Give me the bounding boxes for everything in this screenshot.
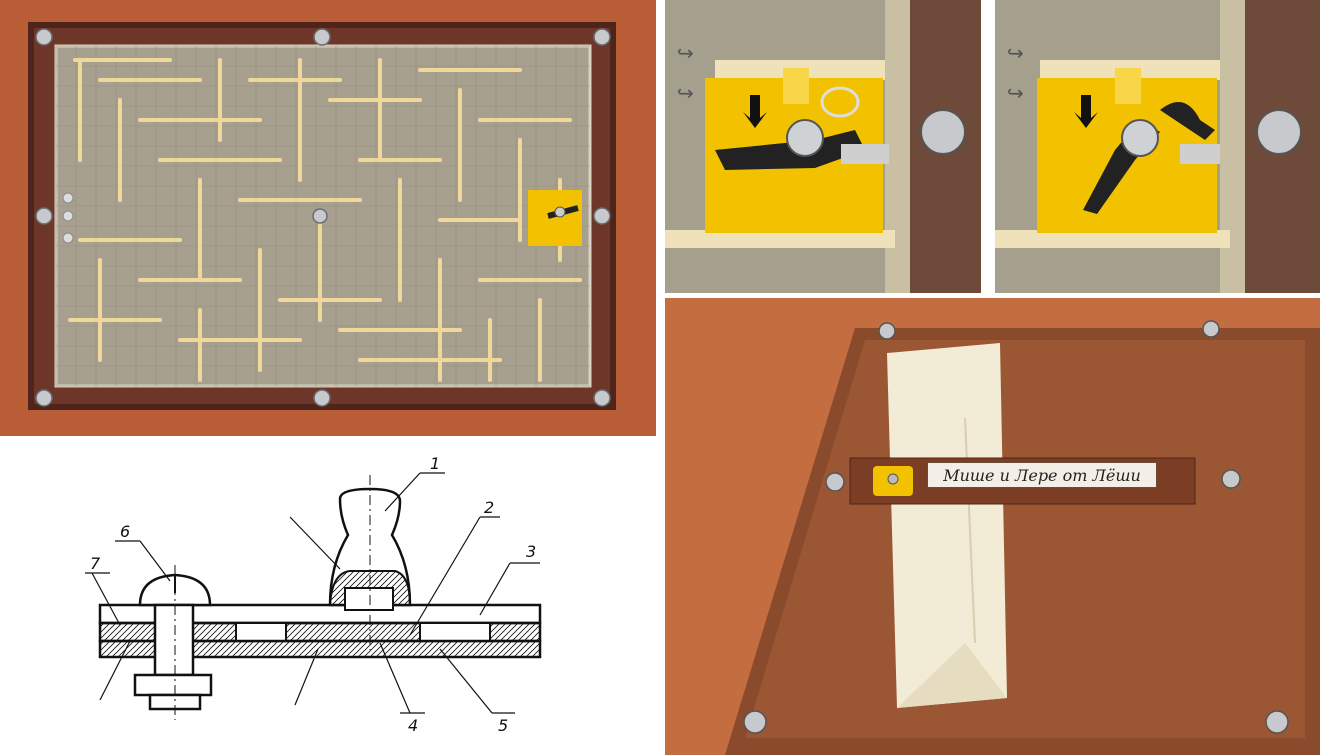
maze-board-illustration xyxy=(0,0,656,436)
cross-section-drawing: 1 2 3 4 5 6 7 xyxy=(0,445,656,755)
envelope xyxy=(887,343,1007,708)
cross-section-svg: 1 2 3 4 5 6 7 xyxy=(85,454,542,735)
svg-text:↪: ↪ xyxy=(1007,81,1024,105)
callout-1: 1 xyxy=(430,454,440,473)
gift-board-illustration xyxy=(665,298,1320,755)
latch-lever xyxy=(715,130,865,170)
latch-closed-illustration: ↪ ↪ xyxy=(995,0,1320,293)
callout-4: 4 xyxy=(408,716,418,735)
latch-closeup-closed-photo: ↪ ↪ xyxy=(995,0,1320,293)
svg-text:↪: ↪ xyxy=(1007,41,1024,65)
callout-5: 5 xyxy=(498,716,508,735)
svg-text:↪: ↪ xyxy=(677,41,694,65)
callout-6: 6 xyxy=(120,522,130,541)
callout-2: 2 xyxy=(484,498,494,517)
latch-closeup-open-photo: ↪ ↪ xyxy=(665,0,981,293)
gift-label: Мише и Лере от Лёши xyxy=(927,462,1157,488)
latch-yellow-plate xyxy=(528,190,582,246)
latch-open-illustration: ↪ ↪ xyxy=(665,0,981,293)
callout-3: 3 xyxy=(526,542,536,561)
gift-board-photo: Мише и Лере от Лёши xyxy=(665,298,1320,755)
maze-photo xyxy=(0,0,656,436)
callout-7: 7 xyxy=(90,554,101,573)
svg-text:↪: ↪ xyxy=(677,81,694,105)
